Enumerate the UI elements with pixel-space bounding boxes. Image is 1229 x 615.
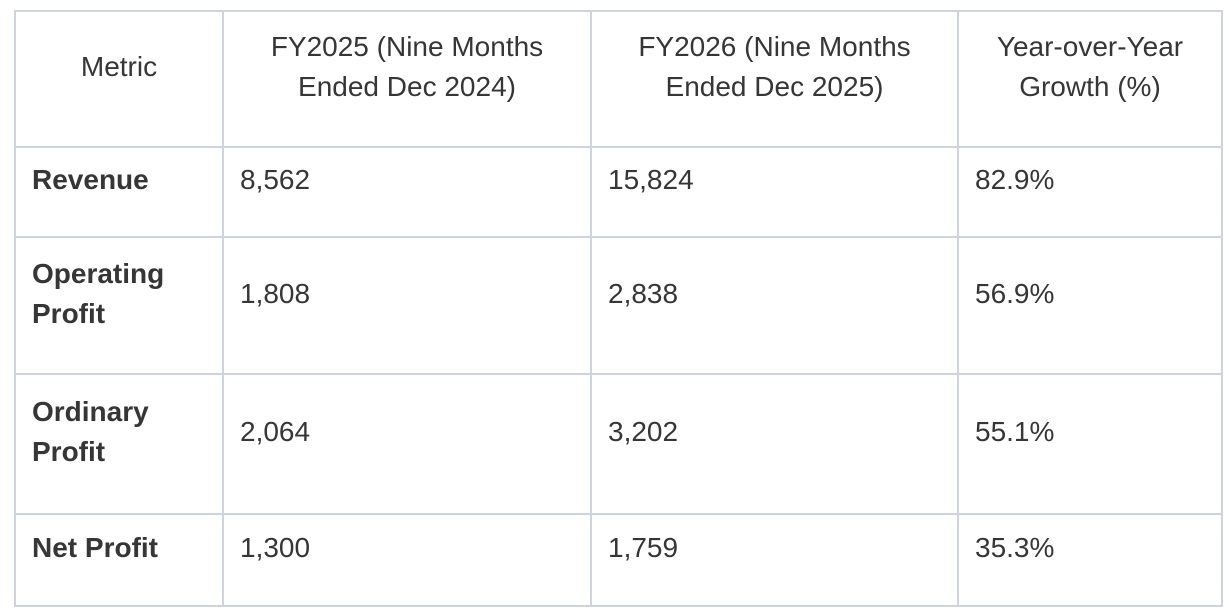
growth-value: 55.1% — [957, 373, 1223, 515]
header-cell-fy2026: FY2026 (Nine Months Ended Dec 2025) — [590, 10, 959, 148]
financial-results-table: Metric FY2025 (Nine Months Ended Dec 202… — [14, 10, 1223, 607]
growth-value: 82.9% — [957, 146, 1223, 238]
metric-label: Ordinary Profit — [14, 373, 224, 515]
header-cell-metric: Metric — [14, 10, 224, 148]
metric-label: Revenue — [14, 146, 224, 238]
fy2025-value: 1,300 — [222, 513, 592, 607]
metric-label: Operating Profit — [14, 236, 224, 375]
fy2025-value: 1,808 — [222, 236, 592, 375]
table-row-operating-profit: Operating Profit 1,808 2,838 56.9% — [14, 236, 1223, 375]
table-row-revenue: Revenue 8,562 15,824 82.9% — [14, 146, 1223, 238]
growth-value: 56.9% — [957, 236, 1223, 375]
table-row-net-profit: Net Profit 1,300 1,759 35.3% — [14, 513, 1223, 607]
metric-label: Net Profit — [14, 513, 224, 607]
growth-value: 35.3% — [957, 513, 1223, 607]
header-cell-growth: Year-over-Year Growth (%) — [957, 10, 1223, 148]
table-row-ordinary-profit: Ordinary Profit 2,064 3,202 55.1% — [14, 373, 1223, 515]
fy2026-value: 15,824 — [590, 146, 959, 238]
fy2025-value: 2,064 — [222, 373, 592, 515]
fy2026-value: 2,838 — [590, 236, 959, 375]
fy2025-value: 8,562 — [222, 146, 592, 238]
fy2026-value: 3,202 — [590, 373, 959, 515]
header-cell-fy2025: FY2025 (Nine Months Ended Dec 2024) — [222, 10, 592, 148]
table-header-row: Metric FY2025 (Nine Months Ended Dec 202… — [14, 10, 1223, 148]
fy2026-value: 1,759 — [590, 513, 959, 607]
